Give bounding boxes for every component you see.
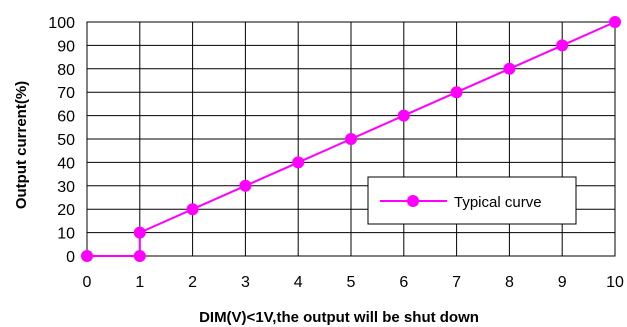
x-tick-label: 7 <box>452 274 461 291</box>
data-point <box>133 226 146 239</box>
data-point <box>503 62 516 75</box>
data-point <box>609 16 621 28</box>
y-tick-label: 30 <box>57 179 75 196</box>
y-tick-label: 50 <box>57 132 75 149</box>
y-axis-title: Output current(%) <box>13 81 30 209</box>
data-point <box>239 179 252 192</box>
y-tick-label: 40 <box>57 155 75 172</box>
x-tick-label: 0 <box>83 274 92 291</box>
data-point <box>556 39 569 52</box>
data-point <box>397 109 410 122</box>
y-axis-tick-labels: 0 10 20 30 40 50 60 70 80 90 100 <box>48 15 75 266</box>
legend-entry-typical-curve: Typical curve <box>454 194 542 211</box>
x-tick-label: 10 <box>606 274 624 291</box>
data-point <box>186 203 199 216</box>
y-tick-label: 90 <box>57 38 75 55</box>
x-axis-title: DIM(V)<1V,the output will be shut down <box>199 309 479 326</box>
data-point <box>133 250 146 262</box>
x-tick-label: 8 <box>505 274 514 291</box>
series-layer <box>81 16 621 262</box>
legend: Typical curve <box>367 176 577 225</box>
data-point <box>81 250 93 262</box>
x-tick-label: 6 <box>399 274 408 291</box>
data-point <box>345 133 357 145</box>
y-tick-label: 20 <box>57 202 75 219</box>
y-tick-label: 70 <box>57 85 75 102</box>
legend-marker-swatch <box>407 195 419 207</box>
x-tick-label: 9 <box>558 274 567 291</box>
y-tick-label: 80 <box>57 62 75 79</box>
x-axis-tick-labels: 0 1 2 3 4 5 6 7 8 9 10 <box>83 274 624 291</box>
x-tick-label: 4 <box>294 274 303 291</box>
y-tick-label: 0 <box>66 249 75 266</box>
y-tick-label: 60 <box>57 109 75 126</box>
x-tick-label: 3 <box>241 274 250 291</box>
y-tick-label: 10 <box>57 226 75 243</box>
data-point <box>292 156 305 169</box>
data-point <box>450 86 463 99</box>
y-tick-label: 100 <box>48 15 75 32</box>
x-tick-label: 5 <box>347 274 356 291</box>
x-tick-label: 2 <box>188 274 197 291</box>
x-tick-label: 1 <box>135 274 144 291</box>
plot-area <box>86 21 616 257</box>
